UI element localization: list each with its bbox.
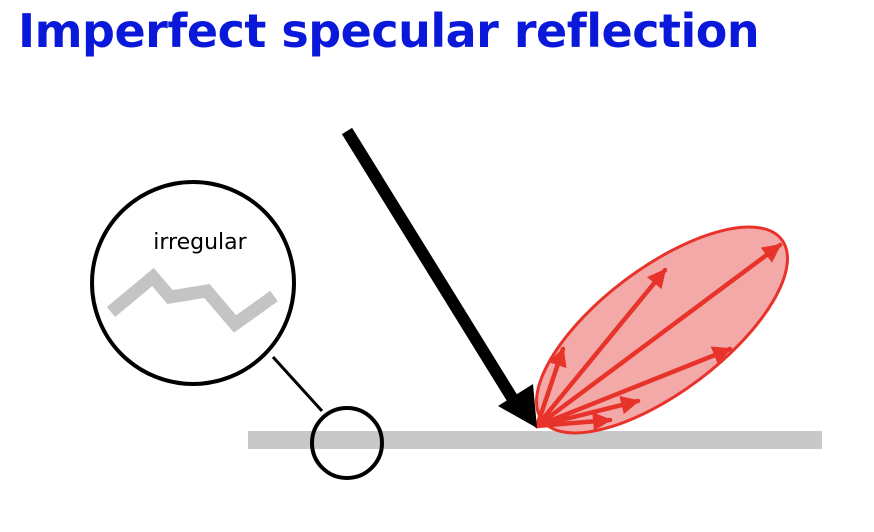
surface-line (248, 431, 822, 449)
magnifier-connector (271, 355, 324, 413)
reflected-ray (534, 242, 783, 429)
reflected-rays (534, 242, 783, 431)
reflected-ray (534, 267, 668, 429)
magnifier-large-circle (90, 180, 296, 386)
slide-title: Imperfect specular reflection (18, 4, 760, 58)
reflected-ray (534, 346, 567, 429)
reflected-ray (534, 411, 613, 431)
irregular-surface-profile (106, 267, 278, 333)
incident-ray (341, 127, 537, 428)
specular-lobe (535, 225, 789, 435)
magnifier: irregular (90, 180, 384, 480)
magnifier-label: irregular (153, 230, 247, 255)
magnifier-small-circle (310, 406, 384, 480)
reflected-ray (534, 395, 641, 429)
reflected-ray (534, 346, 733, 429)
